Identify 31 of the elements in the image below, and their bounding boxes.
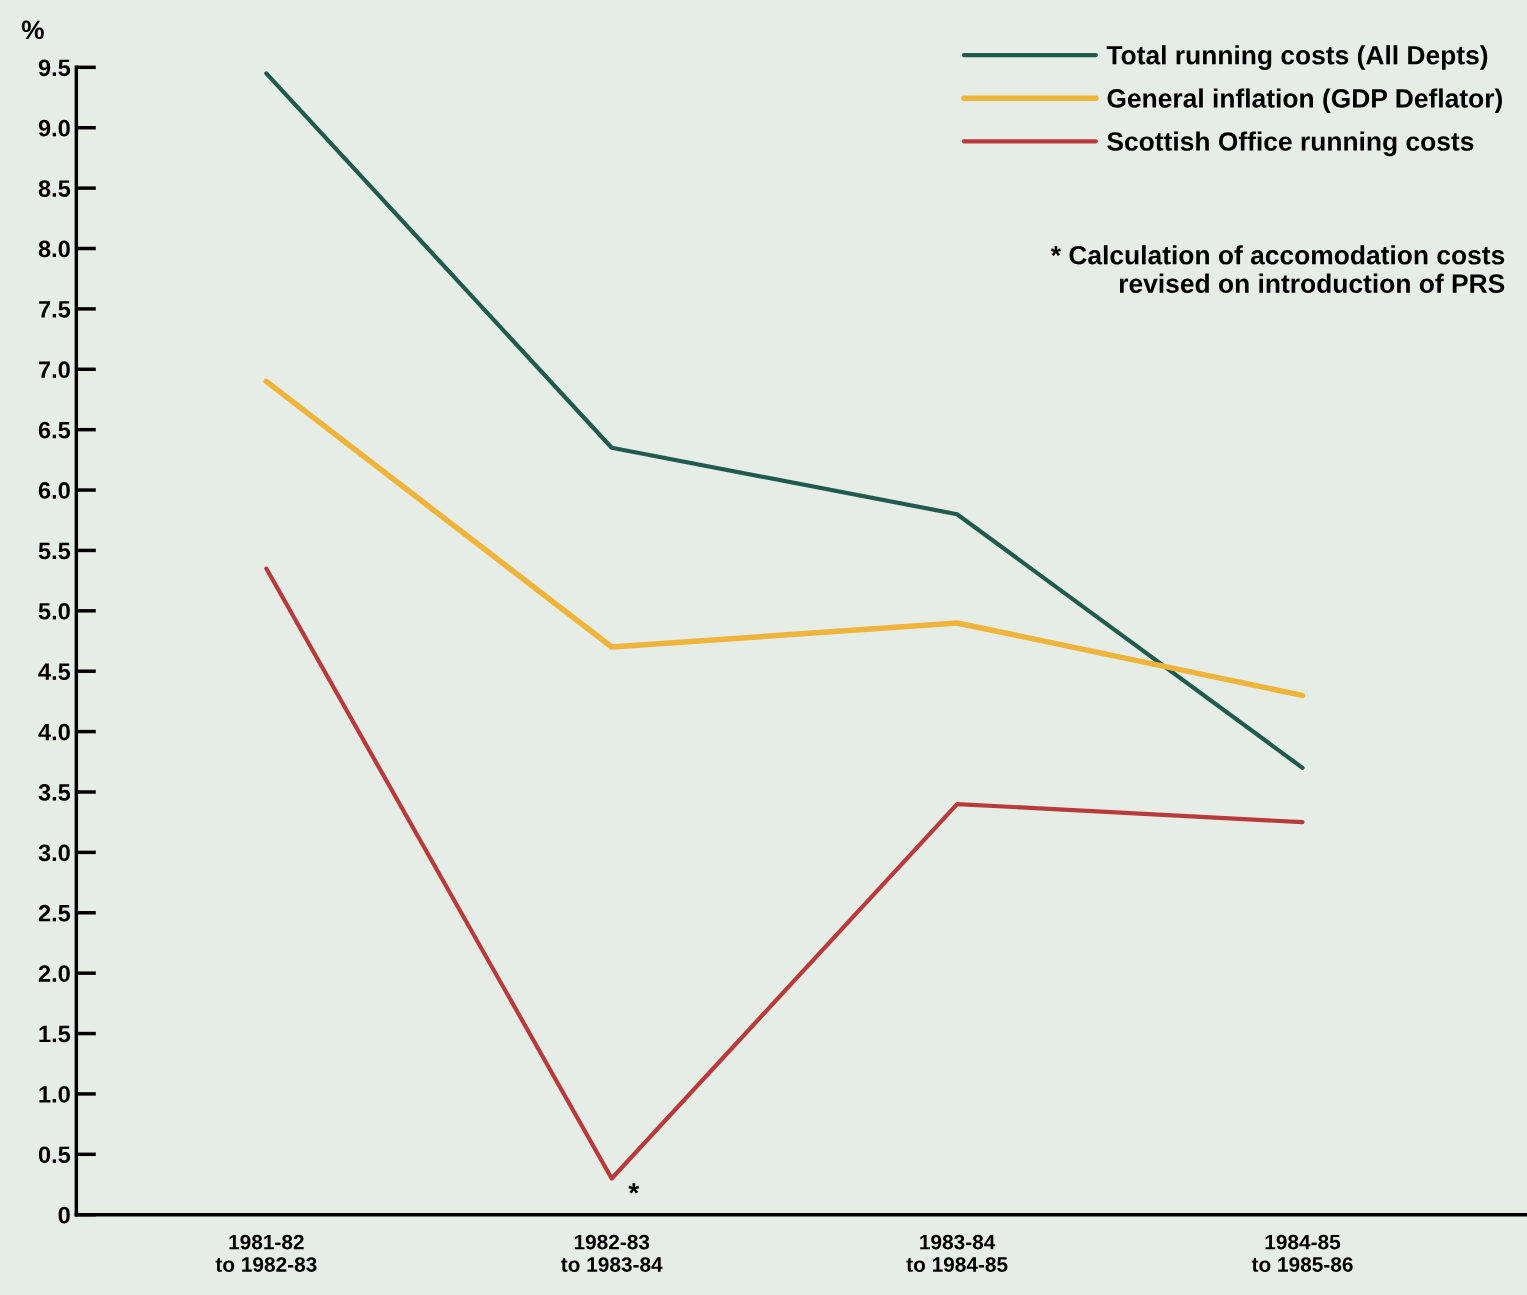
x-tick-label: 1981-82 to 1982-83 bbox=[215, 1234, 317, 1272]
y-tick-label: 0 bbox=[58, 1206, 70, 1224]
annotation: * Calculation of accomodation costs revised on introduction of PRS bbox=[1050, 245, 1505, 293]
y-tick-label: 7.0 bbox=[38, 361, 70, 379]
y-tick-label: 6.5 bbox=[38, 421, 71, 439]
annotation: * bbox=[628, 1183, 640, 1194]
y-tick-label: 9.0 bbox=[38, 119, 70, 137]
y-tick-label: 6.0 bbox=[38, 482, 70, 499]
y-tick-label: 5.0 bbox=[38, 602, 70, 620]
y-tick-label: 3.5 bbox=[38, 784, 71, 801]
y-tick-label: 8.5 bbox=[38, 180, 71, 197]
y-axis-title: % bbox=[21, 20, 44, 40]
y-tick-label: 7.5 bbox=[38, 301, 71, 318]
line-series bbox=[264, 566, 1305, 1181]
legend-label: Scottish Office running costs bbox=[1107, 131, 1474, 157]
y-tick-label: 8.0 bbox=[38, 240, 70, 258]
legend-label: Total running costs (All Depts) bbox=[1106, 45, 1488, 70]
x-tick-label: 1983-84 to 1984-85 bbox=[906, 1234, 1008, 1272]
y-tick-label: 3.0 bbox=[38, 844, 70, 862]
y-tick-label: 9.5 bbox=[38, 59, 71, 77]
y-tick-label: 4.5 bbox=[38, 663, 71, 681]
y-tick-label: 4.0 bbox=[38, 723, 70, 741]
y-tick-label: 1.0 bbox=[39, 1086, 70, 1103]
x-tick-label: 1982-83 to 1983-84 bbox=[561, 1234, 663, 1272]
y-tick-label: 5.5 bbox=[38, 542, 71, 560]
legend-label: General inflation (GDP Deflator) bbox=[1107, 88, 1502, 113]
x-tick-label: 1984-85 to 1985-86 bbox=[1251, 1234, 1353, 1272]
y-tick-label: 1.5 bbox=[39, 1025, 71, 1043]
y-tick-label: 2.0 bbox=[38, 965, 70, 982]
y-tick-label: 2.5 bbox=[38, 904, 71, 922]
y-tick-label: 0.5 bbox=[38, 1146, 71, 1164]
